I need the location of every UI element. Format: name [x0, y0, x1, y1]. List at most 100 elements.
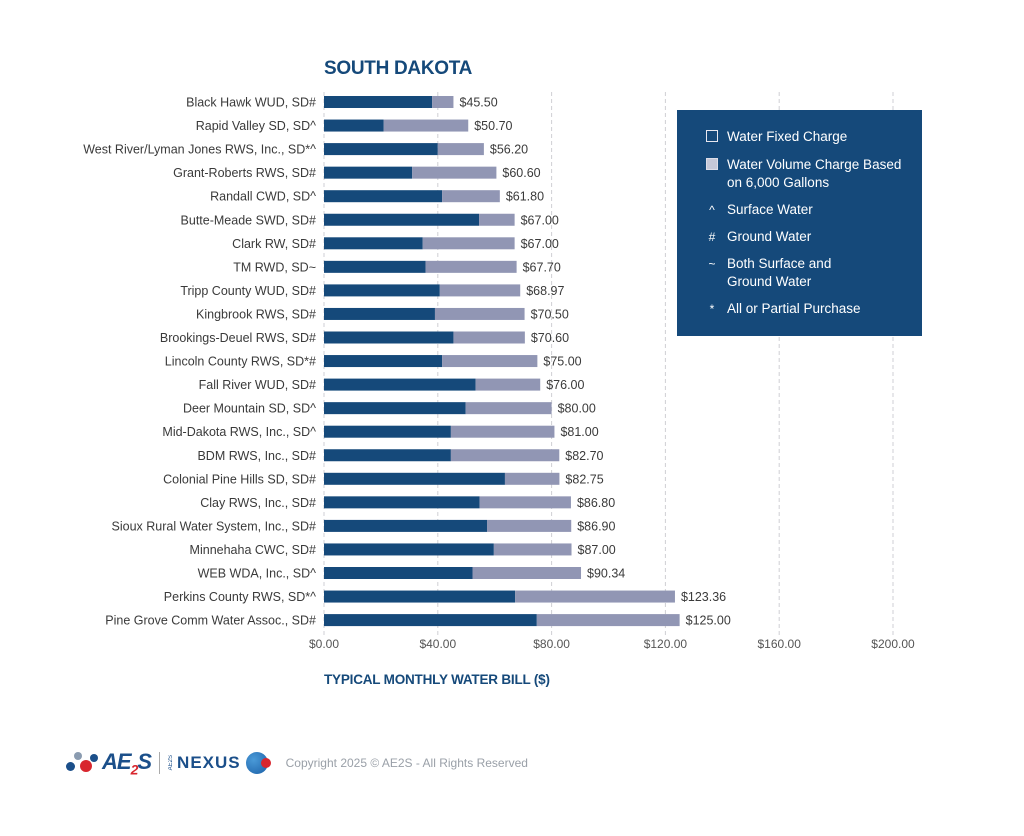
category-label: Black Hawk WUD, SD#: [186, 96, 316, 110]
bar-volume-charge: [412, 166, 497, 179]
bar-fixed-charge: [324, 307, 435, 320]
caret-icon: ^: [709, 203, 715, 217]
bar-volume-charge: [383, 119, 469, 132]
bar-volume-charge: [434, 307, 525, 320]
bar-fixed-charge: [324, 190, 443, 203]
total-value-label: $67.00: [521, 213, 559, 227]
total-value-label: $60.60: [502, 166, 540, 180]
nexus-globe-icon: [245, 752, 271, 774]
bar-fixed-charge: [324, 143, 438, 156]
copyright: Copyright 2025 © AE2S - All Rights Reser…: [285, 756, 528, 770]
bar-fixed-charge: [324, 519, 488, 532]
bar-volume-charge: [432, 96, 454, 108]
total-value-label: $67.00: [521, 237, 559, 251]
category-label: West River/Lyman Jones RWS, Inc., SD*^: [83, 143, 316, 157]
total-value-label: $86.90: [577, 519, 615, 533]
x-axis-title: TYPICAL MONTHLY WATER BILL ($): [324, 672, 550, 687]
total-value-label: $56.20: [490, 143, 528, 157]
category-label: BDM RWS, Inc., SD#: [197, 449, 316, 463]
bar-volume-charge: [450, 449, 560, 462]
legend-item-ground: # Ground Water: [701, 228, 922, 246]
x-tick-label: $0.00: [309, 637, 339, 651]
bar-volume-charge: [472, 567, 582, 579]
bar-volume-charge: [439, 284, 521, 297]
total-value-label: $50.70: [474, 119, 512, 133]
legend-label: Water Fixed Charge: [727, 129, 848, 144]
footer: AE2S AE2S NEXUS Copyright 2025 © AE2S - …: [66, 748, 528, 778]
legend-label: All or Partial Purchase: [727, 301, 861, 316]
legend-label: Surface Water: [727, 202, 813, 217]
category-label: TM RWD, SD~: [233, 260, 316, 274]
bar-volume-charge: [422, 237, 515, 250]
category-label: Brookings-Deuel RWS, SD#: [160, 331, 316, 345]
bar-fixed-charge: [324, 355, 443, 368]
category-label: Kingbrook RWS, SD#: [196, 307, 316, 321]
total-value-label: $67.70: [523, 260, 561, 274]
bar-volume-charge: [515, 590, 675, 603]
bar-fixed-charge: [324, 472, 505, 485]
bar-volume-charge: [465, 402, 552, 415]
x-tick-label: $200.00: [871, 637, 915, 651]
total-value-label: $82.75: [565, 472, 603, 486]
legend-label: Water Volume Charge Based on 6,000 Gallo…: [727, 157, 902, 190]
total-value-label: $80.00: [558, 402, 596, 416]
bar-volume-charge: [493, 543, 572, 556]
legend: Water Fixed Charge Water Volume Charge B…: [677, 110, 922, 336]
bar-volume-charge: [487, 519, 572, 532]
total-value-label: $125.00: [686, 614, 731, 628]
value-labels: $45.50 $50.70 $56.20 $60.60 $61.80 $67.00 $67.…: [459, 96, 730, 628]
bars: [324, 96, 680, 627]
category-label: Clay RWS, Inc., SD#: [200, 496, 316, 510]
hash-icon: #: [708, 230, 716, 244]
bar-volume-charge: [425, 260, 517, 273]
x-tick-label: $40.00: [419, 637, 456, 651]
category-label: Butte-Meade SWD, SD#: [181, 213, 317, 227]
total-value-label: $61.80: [506, 190, 544, 204]
x-tick-label: $120.00: [644, 637, 688, 651]
category-label: Mid-Dakota RWS, Inc., SD^: [162, 425, 316, 439]
bar-fixed-charge: [324, 166, 413, 179]
total-value-label: $86.80: [577, 496, 615, 510]
category-label: Grant-Roberts RWS, SD#: [173, 166, 316, 180]
nexus-logo: NEXUS: [177, 753, 241, 772]
bar-fixed-charge: [324, 284, 440, 297]
category-label: Sioux Rural Water System, Inc., SD#: [112, 519, 317, 533]
total-value-label: $90.34: [587, 567, 625, 581]
legend-item-both: ~ Both Surface and Ground Water: [701, 255, 922, 291]
volume-charge-swatch: [706, 158, 718, 170]
bar-volume-charge: [453, 331, 525, 344]
divider: [159, 752, 161, 774]
chart-title: SOUTH DAKOTA: [324, 58, 473, 79]
category-label: Fall River WUD, SD#: [199, 378, 316, 392]
category-label: Pine Grove Comm Water Assoc., SD#: [105, 614, 316, 628]
bar-volume-charge: [450, 425, 555, 438]
total-value-label: $81.00: [560, 425, 598, 439]
legend-item-fixed: Water Fixed Charge: [701, 128, 922, 147]
category-label: Rapid Valley SD, SD^: [196, 119, 316, 133]
bar-fixed-charge: [324, 119, 384, 132]
total-value-label: $68.97: [526, 284, 564, 298]
total-value-label: $70.50: [531, 307, 569, 321]
category-label: Colonial Pine Hills SD, SD#: [163, 472, 316, 486]
molecule-icon: [66, 750, 100, 776]
bar-fixed-charge: [324, 402, 466, 415]
tilde-icon: ~: [708, 257, 716, 271]
legend-item-purchase: * All or Partial Purchase: [701, 300, 922, 318]
bar-volume-charge: [479, 213, 515, 226]
total-value-label: $123.36: [681, 590, 726, 604]
bar-fixed-charge: [324, 213, 480, 226]
bar-fixed-charge: [324, 590, 516, 603]
total-value-label: $87.00: [578, 543, 616, 557]
total-value-label: $45.50: [459, 96, 497, 110]
bar-volume-charge: [475, 378, 541, 391]
bar-volume-charge: [479, 496, 571, 509]
x-tick-label: $160.00: [758, 637, 802, 651]
category-labels: Black Hawk WUD, SD# Rapid Valley SD, SD^ W…: [83, 96, 316, 628]
total-value-label: $76.00: [546, 378, 584, 392]
legend-item-surface: ^ Surface Water: [701, 201, 922, 219]
category-label: Clark RW, SD#: [232, 237, 316, 251]
ae2s-logo: AE2S: [66, 749, 152, 777]
category-label: Lincoln County RWS, SD*#: [165, 355, 316, 369]
asterisk-icon: *: [709, 302, 715, 316]
